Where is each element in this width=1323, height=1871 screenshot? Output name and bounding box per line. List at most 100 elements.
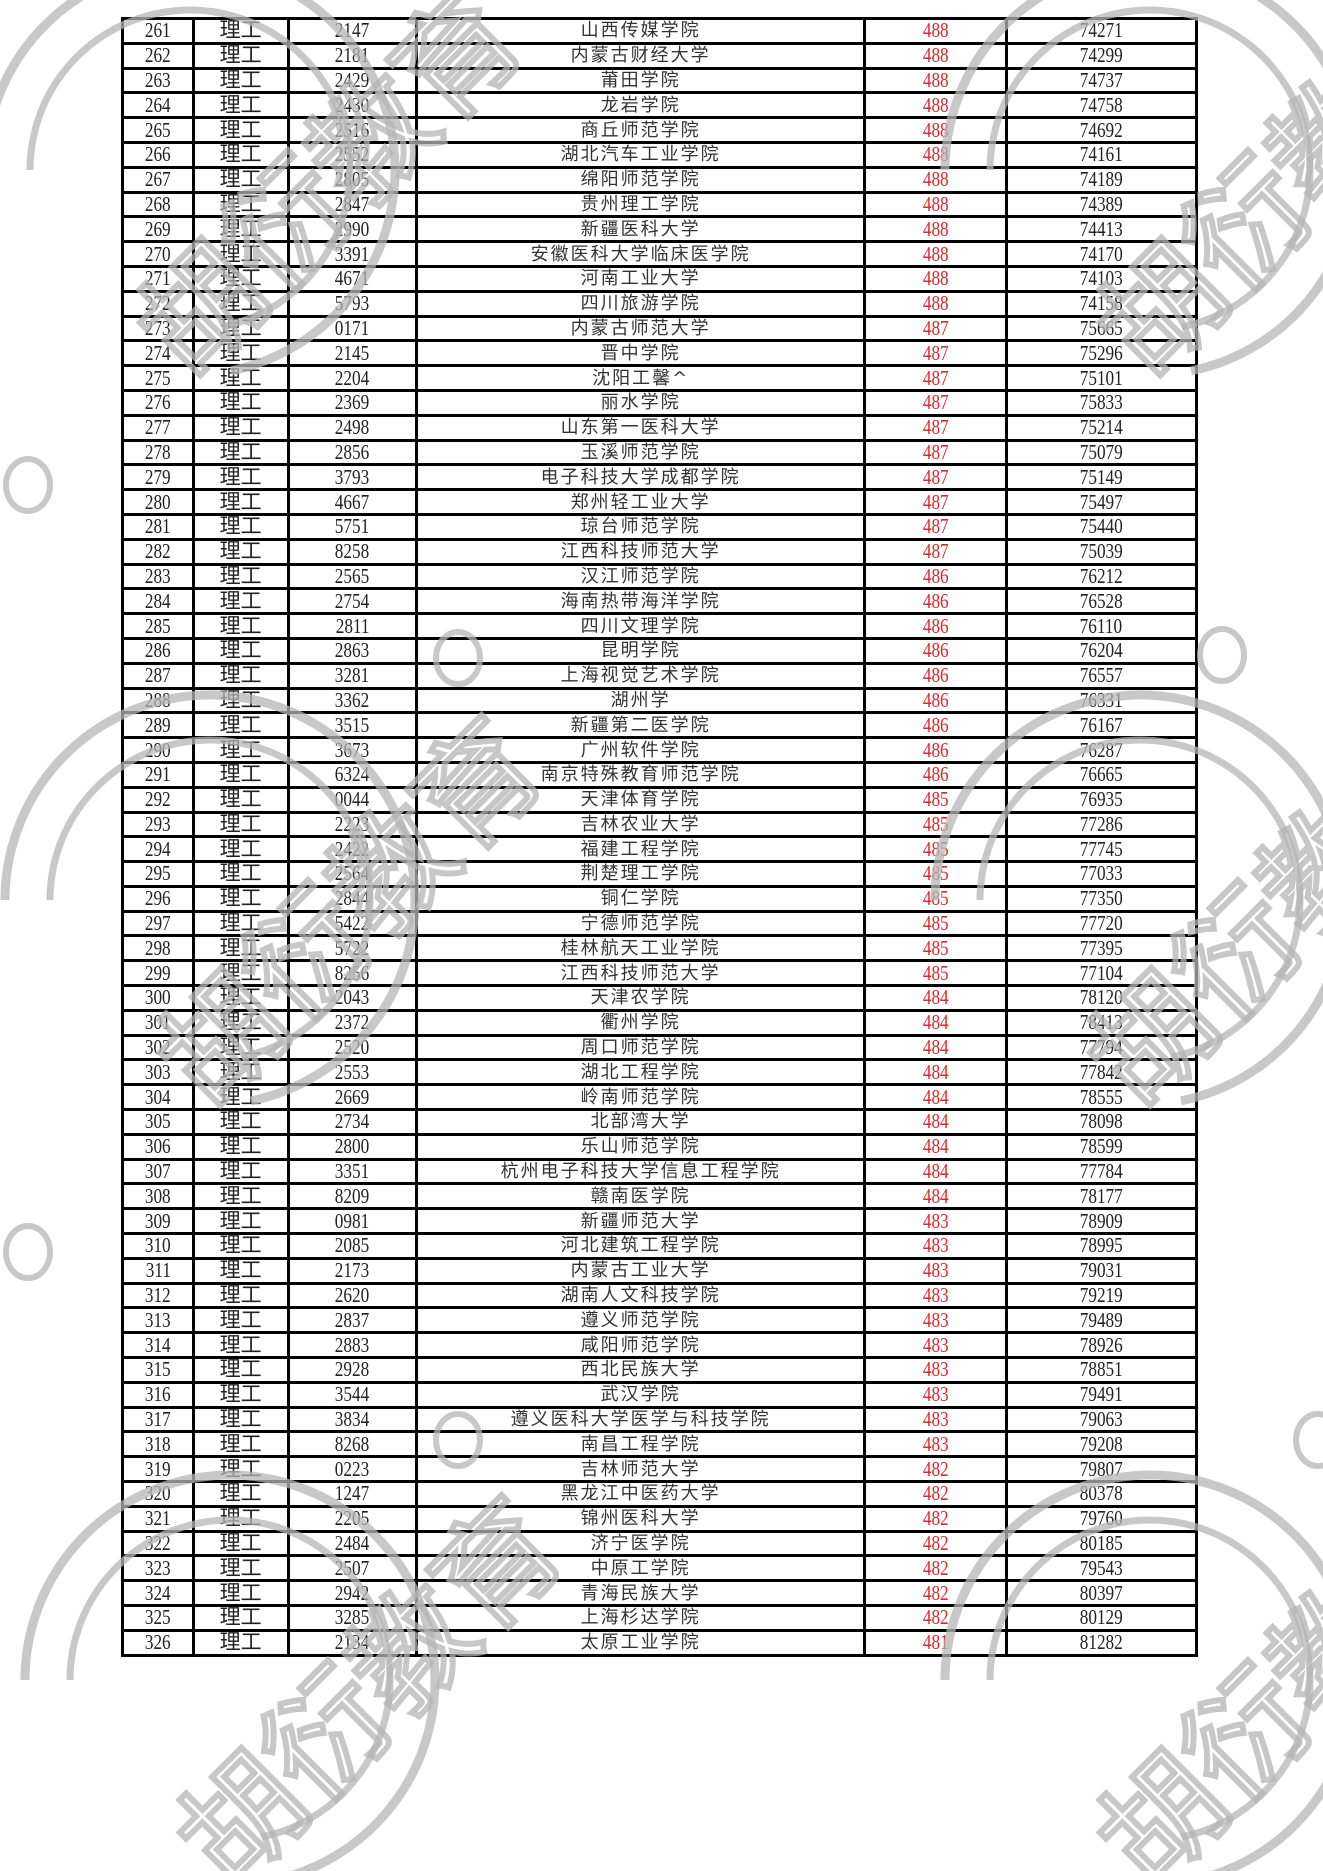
rank: 75101 bbox=[1079, 365, 1123, 390]
rank-cell: 77842 bbox=[1004, 1058, 1199, 1087]
school-code-cell: 3544 bbox=[286, 1380, 419, 1409]
school-code-cell: 2552 bbox=[286, 140, 419, 169]
category: 理工 bbox=[219, 1010, 262, 1035]
row-number-cell: 302 bbox=[121, 1033, 195, 1062]
rank: 75833 bbox=[1079, 390, 1123, 415]
rank-cell: 76331 bbox=[1004, 686, 1199, 715]
school-name-cell: 内蒙古工业大学 bbox=[415, 1256, 867, 1285]
category-cell: 理工 bbox=[191, 1132, 290, 1161]
row-number-cell: 326 bbox=[121, 1628, 195, 1657]
table-row: 290 理工 3673 广州软件学院 486 76287 bbox=[121, 736, 1199, 764]
row-number: 292 bbox=[144, 787, 171, 812]
school-code-cell: 2429 bbox=[286, 66, 419, 95]
rank-cell: 78909 bbox=[1004, 1207, 1199, 1236]
school-name: 上海杉达学院 bbox=[580, 1607, 701, 1629]
table-row: 313 理工 2837 遵义师范学院 483 79489 bbox=[121, 1306, 1199, 1335]
row-number-cell: 279 bbox=[121, 463, 195, 492]
min-score-cell: 485 bbox=[863, 884, 1008, 913]
table-row: 297 理工 5422 宁德师范学院 485 77720 bbox=[121, 909, 1199, 938]
table-row: 319 理工 0223 吉林师范大学 482 79807 bbox=[121, 1455, 1199, 1484]
school-code-cell: 2734 bbox=[286, 1108, 419, 1136]
school-name: 桂林航天工业学院 bbox=[560, 937, 721, 959]
row-number-cell: 303 bbox=[121, 1058, 195, 1087]
school-code: 2372 bbox=[335, 1010, 370, 1035]
category-cell: 理工 bbox=[191, 984, 290, 1012]
min-score-cell: 483 bbox=[863, 1356, 1008, 1384]
min-score-cell: 482 bbox=[863, 1604, 1008, 1632]
school-code: 3351 bbox=[335, 1159, 370, 1184]
row-number: 319 bbox=[144, 1456, 171, 1481]
table-row: 261 理工 2147 山西传媒学院 488 74271 bbox=[121, 17, 1199, 45]
min-score-cell: 487 bbox=[863, 537, 1008, 566]
school-code-cell: 2507 bbox=[286, 1554, 419, 1583]
min-score-cell: 484 bbox=[863, 984, 1008, 1012]
rank: 77033 bbox=[1079, 861, 1123, 886]
min-score-cell: 487 bbox=[863, 512, 1008, 541]
school-code: 2805 bbox=[335, 167, 370, 192]
table-row: 305 理工 2734 北部湾大学 484 78098 bbox=[121, 1108, 1199, 1136]
min-score-cell: 483 bbox=[863, 1331, 1008, 1360]
school-code-cell: 3673 bbox=[286, 736, 419, 764]
category-cell: 理工 bbox=[191, 1554, 290, 1583]
rank-cell: 75079 bbox=[1004, 438, 1199, 467]
school-code-cell: 2863 bbox=[286, 636, 419, 665]
category: 理工 bbox=[219, 1109, 262, 1134]
row-number-cell: 271 bbox=[121, 264, 195, 293]
rank: 78995 bbox=[1079, 1233, 1123, 1258]
category-cell: 理工 bbox=[191, 612, 290, 640]
rank: 75440 bbox=[1079, 514, 1123, 539]
school-code-cell: 8268 bbox=[286, 1430, 419, 1459]
row-number: 298 bbox=[144, 935, 171, 960]
min-score: 487 bbox=[922, 539, 949, 564]
min-score: 482 bbox=[922, 1605, 949, 1630]
school-code: 4667 bbox=[335, 489, 370, 514]
school-code: 2520 bbox=[335, 1035, 370, 1060]
school-code: 2990 bbox=[335, 216, 370, 241]
row-number-cell: 310 bbox=[121, 1232, 195, 1260]
category: 理工 bbox=[219, 415, 262, 440]
min-score: 484 bbox=[922, 985, 949, 1010]
school-code-cell: 2134 bbox=[286, 1628, 419, 1657]
school-name: 河南工业大学 bbox=[580, 268, 701, 290]
category: 理工 bbox=[219, 960, 262, 985]
school-code: 2147 bbox=[335, 18, 370, 43]
row-number-cell: 295 bbox=[121, 860, 195, 888]
row-number-cell: 269 bbox=[121, 215, 195, 244]
category-cell: 理工 bbox=[191, 1281, 290, 1310]
min-score-cell: 484 bbox=[863, 1182, 1008, 1211]
school-code-cell: 6324 bbox=[286, 760, 419, 789]
rank-cell: 77720 bbox=[1004, 909, 1199, 938]
row-number: 320 bbox=[144, 1481, 171, 1506]
school-name: 湖北工程学院 bbox=[580, 1061, 701, 1083]
rank-cell: 74692 bbox=[1004, 116, 1199, 144]
rank-cell: 79219 bbox=[1004, 1281, 1199, 1310]
category-cell: 理工 bbox=[191, 388, 290, 417]
table-row: 325 理工 3285 上海杉达学院 482 80129 bbox=[121, 1604, 1199, 1632]
category-cell: 理工 bbox=[191, 1628, 290, 1657]
school-name-cell: 荆楚理工学院 bbox=[415, 860, 867, 888]
school-name-cell: 黑龙江中医药大学 bbox=[415, 1480, 867, 1508]
row-number-cell: 285 bbox=[121, 612, 195, 640]
row-number-cell: 266 bbox=[121, 140, 195, 169]
min-score: 486 bbox=[922, 638, 949, 663]
row-number: 321 bbox=[144, 1506, 171, 1531]
category-cell: 理工 bbox=[191, 1008, 290, 1037]
school-code-cell: 2553 bbox=[286, 1058, 419, 1087]
school-name-cell: 太原工业学院 bbox=[415, 1628, 867, 1657]
min-score: 486 bbox=[922, 613, 949, 638]
rank-cell: 76110 bbox=[1004, 612, 1199, 640]
category: 理工 bbox=[219, 1283, 262, 1308]
school-code: 2754 bbox=[335, 588, 370, 613]
school-code: 5793 bbox=[335, 291, 370, 316]
row-number-cell: 309 bbox=[121, 1207, 195, 1236]
school-name-cell: 吉林农业大学 bbox=[415, 810, 867, 839]
category-cell: 理工 bbox=[191, 760, 290, 789]
rank: 78555 bbox=[1079, 1084, 1123, 1109]
rank-cell: 74161 bbox=[1004, 140, 1199, 169]
school-code: 5422 bbox=[335, 911, 370, 936]
school-name-cell: 武汉学院 bbox=[415, 1380, 867, 1409]
rank-cell: 81282 bbox=[1004, 1628, 1199, 1657]
school-name: 衢州学院 bbox=[600, 1012, 681, 1034]
school-name-cell: 湖北汽车工业学院 bbox=[415, 140, 867, 169]
category: 理工 bbox=[219, 92, 262, 117]
